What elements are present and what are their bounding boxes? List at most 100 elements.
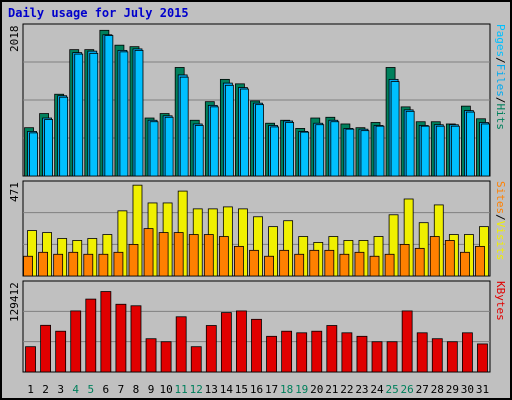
- day-label: 2: [42, 383, 49, 396]
- bar-kbytes-day-14: [220, 312, 232, 373]
- day-label: 20: [310, 383, 323, 396]
- bar-visits-day-24: [369, 255, 380, 277]
- series-label-hits: Hits: [494, 103, 507, 131]
- bar-visits-day-4: [68, 251, 79, 277]
- day-label: 3: [57, 383, 64, 396]
- bar-kbytes-day-17: [266, 335, 277, 373]
- bar-pages-day-18: [285, 122, 295, 177]
- bar-pages-day-4: [74, 53, 84, 177]
- bar-visits-day-26: [399, 244, 410, 277]
- day-label: 17: [265, 383, 278, 396]
- day-label: 29: [446, 383, 459, 396]
- bar-visits-day-3: [53, 253, 64, 277]
- day-label: 13: [205, 383, 218, 396]
- bar-pages-day-30: [466, 111, 475, 177]
- bar-visits-day-12: [188, 234, 199, 277]
- bar-kbytes-day-19: [296, 332, 308, 373]
- bar-pages-day-16: [255, 104, 264, 177]
- bar-visits-day-28: [429, 236, 440, 277]
- bar-kbytes-day-27: [416, 332, 428, 373]
- bar-visits-day-19: [294, 253, 305, 277]
- day-label: 21: [325, 383, 338, 396]
- day-label: 1: [27, 383, 34, 396]
- bar-pages-day-15: [240, 88, 249, 177]
- day-label: 4: [72, 383, 79, 396]
- bar-visits-day-13: [203, 234, 214, 277]
- bar-kbytes-day-9: [145, 338, 157, 373]
- day-label: 9: [148, 383, 155, 396]
- series-label-files: Files: [494, 63, 507, 97]
- panel2-series-labels: Sites/Visits: [494, 181, 507, 261]
- day-label: 27: [416, 383, 429, 396]
- bar-visits-day-17: [264, 255, 274, 277]
- bar-pages-day-29: [450, 125, 460, 177]
- bar-kbytes-day-11: [175, 316, 187, 373]
- bar-kbytes-day-25: [386, 341, 398, 373]
- day-label: 8: [133, 383, 140, 396]
- bar-pages-day-14: [224, 84, 234, 177]
- series-label-kbytes: KBytes: [494, 281, 507, 321]
- bar-visits-day-5: [83, 253, 94, 277]
- bar-visits-day-8: [128, 244, 139, 277]
- bar-visits-day-11: [173, 232, 184, 277]
- bar-visits-day-15: [234, 245, 244, 277]
- bar-kbytes-day-30: [462, 332, 473, 373]
- bar-visits-day-20: [309, 249, 320, 277]
- bar-pages-day-17: [270, 126, 279, 177]
- bar-pages-day-3: [59, 96, 69, 177]
- series-label-sites: Sites: [494, 181, 507, 215]
- bar-kbytes-day-12: [190, 346, 202, 373]
- day-label: 25: [385, 383, 398, 396]
- bar-pages-day-12: [194, 125, 204, 177]
- series-label-pages: Pages: [494, 24, 507, 58]
- bar-kbytes-day-26: [401, 310, 413, 373]
- bar-kbytes-day-1: [25, 346, 36, 373]
- bar-visits-day-25: [384, 253, 395, 277]
- bar-pages-day-6: [104, 35, 114, 177]
- bar-pages-day-1: [29, 132, 38, 177]
- series-label-separator: /: [494, 96, 507, 104]
- chart-title: Daily usage for July 2015: [8, 6, 189, 20]
- bar-kbytes-day-15: [236, 310, 247, 373]
- day-label: 15: [235, 383, 248, 396]
- day-label: 6: [103, 383, 110, 396]
- bar-pages-day-7: [119, 51, 129, 177]
- series-label-separator: /: [494, 214, 507, 221]
- day-label: 10: [159, 383, 172, 396]
- bar-pages-day-5: [89, 52, 99, 177]
- bar-kbytes-day-18: [281, 330, 293, 373]
- day-label: 22: [340, 383, 353, 396]
- bar-kbytes-day-6: [100, 291, 112, 373]
- bar-kbytes-day-5: [85, 298, 97, 373]
- bar-kbytes-day-22: [341, 332, 353, 373]
- bar-pages-day-24: [375, 125, 385, 177]
- day-label: 26: [401, 383, 414, 396]
- bar-visits-day-22: [339, 253, 350, 277]
- panel1-ymax-label: 2018: [8, 25, 21, 53]
- bar-visits-day-31: [475, 245, 485, 277]
- panel3-ymax-label: 129412: [8, 282, 21, 322]
- bar-kbytes-day-24: [371, 341, 383, 373]
- bar-pages-day-31: [481, 123, 490, 177]
- bar-pages-day-22: [345, 128, 355, 177]
- panel2-ymax-label: 471: [8, 182, 21, 202]
- bar-kbytes-day-31: [477, 343, 488, 373]
- day-label: 14: [220, 383, 234, 396]
- series-label-visits: Visits: [494, 220, 507, 261]
- bar-kbytes-day-16: [251, 318, 262, 373]
- bar-kbytes-day-28: [431, 338, 443, 373]
- bar-kbytes-day-7: [115, 303, 127, 373]
- bar-visits-day-23: [354, 251, 365, 277]
- day-label: 16: [250, 383, 263, 396]
- bar-visits-day-27: [414, 247, 425, 277]
- bar-kbytes-day-2: [40, 324, 51, 373]
- bar-visits-day-9: [143, 228, 154, 277]
- bar-pages-day-21: [330, 121, 340, 177]
- bar-visits-day-30: [460, 251, 470, 277]
- bar-visits-day-1: [23, 255, 33, 277]
- bar-pages-day-19: [300, 131, 310, 177]
- day-label: 31: [476, 383, 489, 396]
- series-label-separator: /: [494, 57, 507, 64]
- bar-visits-day-7: [113, 251, 124, 277]
